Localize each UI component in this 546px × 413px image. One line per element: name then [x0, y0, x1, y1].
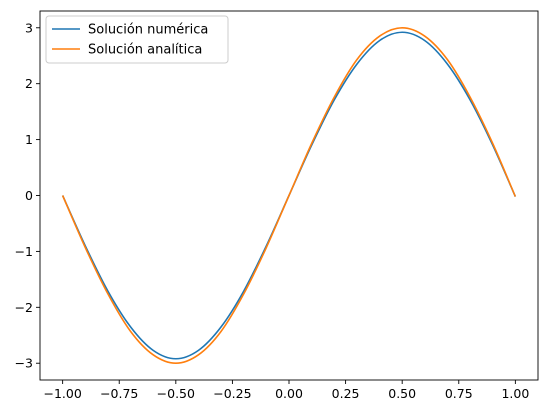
y-tick-label: 1: [25, 132, 33, 147]
x-tick-label: 0.00: [275, 386, 303, 401]
y-tick-label: 3: [25, 20, 33, 35]
y-tick-label: 2: [25, 76, 33, 91]
legend-label-analitica: Solución analítica: [88, 43, 202, 58]
x-tick-label: 0.25: [332, 386, 360, 401]
y-tick-label: −2: [15, 300, 33, 315]
axes-frame: [39, 10, 539, 381]
x-tick-label: −0.50: [157, 386, 195, 401]
x-tick-label: −0.75: [100, 386, 138, 401]
y-tick-label: −1: [15, 244, 33, 259]
x-tick-label: 0.75: [445, 386, 473, 401]
legend-label-numerica: Solución numérica: [88, 23, 208, 38]
legend-box: [45, 15, 229, 64]
series-line-analitica: [61, 26, 517, 365]
axis-ticks: −1.00 −0.75 −0.50 −0.25 0.00 0.25 0.50 0.75 1.00…: [15, 20, 530, 401]
x-tick-label: −0.25: [213, 386, 251, 401]
x-tick-label: 0.50: [388, 386, 416, 401]
plot-area: [61, 26, 517, 365]
legend: Solución numérica Solución analítica: [45, 15, 229, 64]
y-tick-label: −3: [15, 356, 33, 371]
y-tick-label: 0: [25, 188, 33, 203]
x-tick-label: 1.00: [501, 386, 529, 401]
x-tick-label: −1.00: [43, 386, 81, 401]
